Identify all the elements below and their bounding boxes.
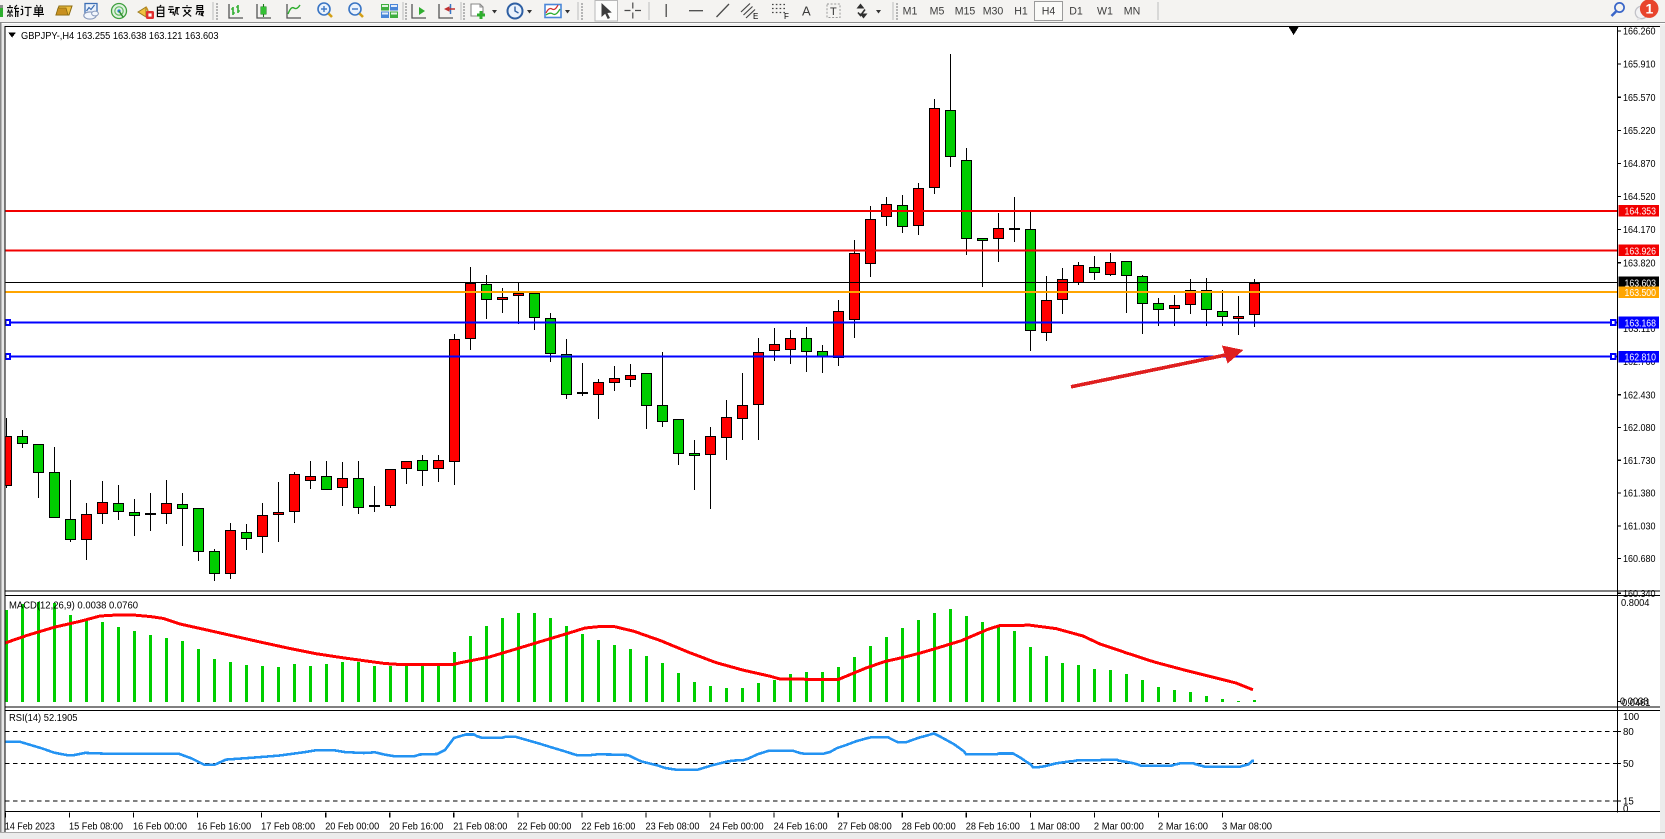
svg-text:161.380: 161.380 xyxy=(1623,489,1656,500)
svg-text:A: A xyxy=(802,4,811,19)
svg-text:163.110: 163.110 xyxy=(1623,324,1656,335)
svg-text:MACD(12,26,9) 0.0038 0.0760: MACD(12,26,9) 0.0038 0.0760 xyxy=(9,601,139,612)
svg-text:164.520: 164.520 xyxy=(1623,192,1656,203)
svg-text:80: 80 xyxy=(1623,727,1634,738)
svg-text:165.220: 165.220 xyxy=(1623,126,1656,137)
svg-text:164.870: 164.870 xyxy=(1623,159,1656,170)
svg-text:24 Feb 00:00: 24 Feb 00:00 xyxy=(710,822,765,833)
svg-text:M15: M15 xyxy=(955,6,976,18)
svg-text:16 Feb 00:00: 16 Feb 00:00 xyxy=(133,822,188,833)
svg-text:27 Feb 08:00: 27 Feb 08:00 xyxy=(838,822,893,833)
svg-text:0.8004: 0.8004 xyxy=(1621,598,1650,609)
svg-text:20 Feb 16:00: 20 Feb 16:00 xyxy=(389,822,444,833)
svg-text:164.170: 164.170 xyxy=(1623,225,1656,236)
svg-text:T: T xyxy=(830,6,837,18)
svg-text:162.760: 162.760 xyxy=(1623,357,1656,368)
svg-text:RSI(14) 52.1905: RSI(14) 52.1905 xyxy=(9,713,78,724)
svg-text:15: 15 xyxy=(1623,796,1634,807)
svg-text:163.500: 163.500 xyxy=(1625,288,1657,299)
svg-text:0: 0 xyxy=(1623,804,1629,815)
svg-text:2 Mar 00:00: 2 Mar 00:00 xyxy=(1094,822,1145,833)
svg-text:MN: MN xyxy=(1124,6,1140,18)
svg-text:22 Feb 00:00: 22 Feb 00:00 xyxy=(517,822,572,833)
svg-text:M5: M5 xyxy=(930,6,945,18)
svg-text:160.340: 160.340 xyxy=(1623,589,1656,600)
svg-text:0.0461: 0.0461 xyxy=(1622,698,1651,709)
svg-text:162.810: 162.810 xyxy=(1625,353,1657,364)
svg-text:162.080: 162.080 xyxy=(1623,423,1656,434)
svg-text:28 Feb 16:00: 28 Feb 16:00 xyxy=(966,822,1021,833)
svg-text:H1: H1 xyxy=(1014,6,1028,18)
svg-text:0.0038: 0.0038 xyxy=(1620,697,1649,708)
svg-text:161.730: 161.730 xyxy=(1623,456,1656,467)
svg-text:3 Mar 08:00: 3 Mar 08:00 xyxy=(1222,822,1273,833)
svg-text:16 Feb 16:00: 16 Feb 16:00 xyxy=(197,822,252,833)
svg-text:160.680: 160.680 xyxy=(1623,554,1656,565)
svg-text:M30: M30 xyxy=(983,6,1004,18)
svg-text:50: 50 xyxy=(1623,759,1634,770)
svg-text:166.260: 166.260 xyxy=(1623,27,1656,38)
svg-text:23 Feb 08:00: 23 Feb 08:00 xyxy=(646,822,701,833)
svg-text:17 Feb 08:00: 17 Feb 08:00 xyxy=(261,822,316,833)
svg-text:24 Feb 16:00: 24 Feb 16:00 xyxy=(774,822,829,833)
svg-text:15 Feb 08:00: 15 Feb 08:00 xyxy=(69,822,124,833)
svg-text:163.168: 163.168 xyxy=(1625,318,1657,329)
svg-text:1 Mar 08:00: 1 Mar 08:00 xyxy=(1030,822,1081,833)
svg-text:163.603: 163.603 xyxy=(1625,278,1657,289)
svg-text:GBPJPY-,H4 163.255 163.638 16: GBPJPY-,H4 163.255 163.638 163.121 163.6… xyxy=(21,31,219,42)
svg-text:W1: W1 xyxy=(1097,6,1113,18)
svg-text:H4: H4 xyxy=(1042,6,1056,18)
svg-text:M1: M1 xyxy=(903,6,918,18)
svg-text:E: E xyxy=(753,12,758,21)
svg-text:D1: D1 xyxy=(1069,6,1083,18)
svg-text:1: 1 xyxy=(1646,1,1654,17)
svg-text:21 Feb 08:00: 21 Feb 08:00 xyxy=(453,822,508,833)
svg-text:165.570: 165.570 xyxy=(1623,93,1656,104)
svg-text:20 Feb 00:00: 20 Feb 00:00 xyxy=(325,822,380,833)
svg-text:161.030: 161.030 xyxy=(1623,521,1656,532)
svg-text:100: 100 xyxy=(1623,712,1640,723)
svg-text:14 Feb 2023: 14 Feb 2023 xyxy=(5,822,55,833)
svg-text:162.430: 162.430 xyxy=(1623,390,1656,401)
svg-text:163.820: 163.820 xyxy=(1623,258,1656,269)
svg-text:164.353: 164.353 xyxy=(1625,207,1657,218)
svg-text:F: F xyxy=(784,12,789,21)
svg-text:28 Feb 00:00: 28 Feb 00:00 xyxy=(902,822,957,833)
svg-text:165.910: 165.910 xyxy=(1623,60,1656,71)
svg-text:2 Mar 16:00: 2 Mar 16:00 xyxy=(1158,822,1209,833)
svg-text:22 Feb 16:00: 22 Feb 16:00 xyxy=(581,822,636,833)
svg-text:163.926: 163.926 xyxy=(1625,246,1657,257)
